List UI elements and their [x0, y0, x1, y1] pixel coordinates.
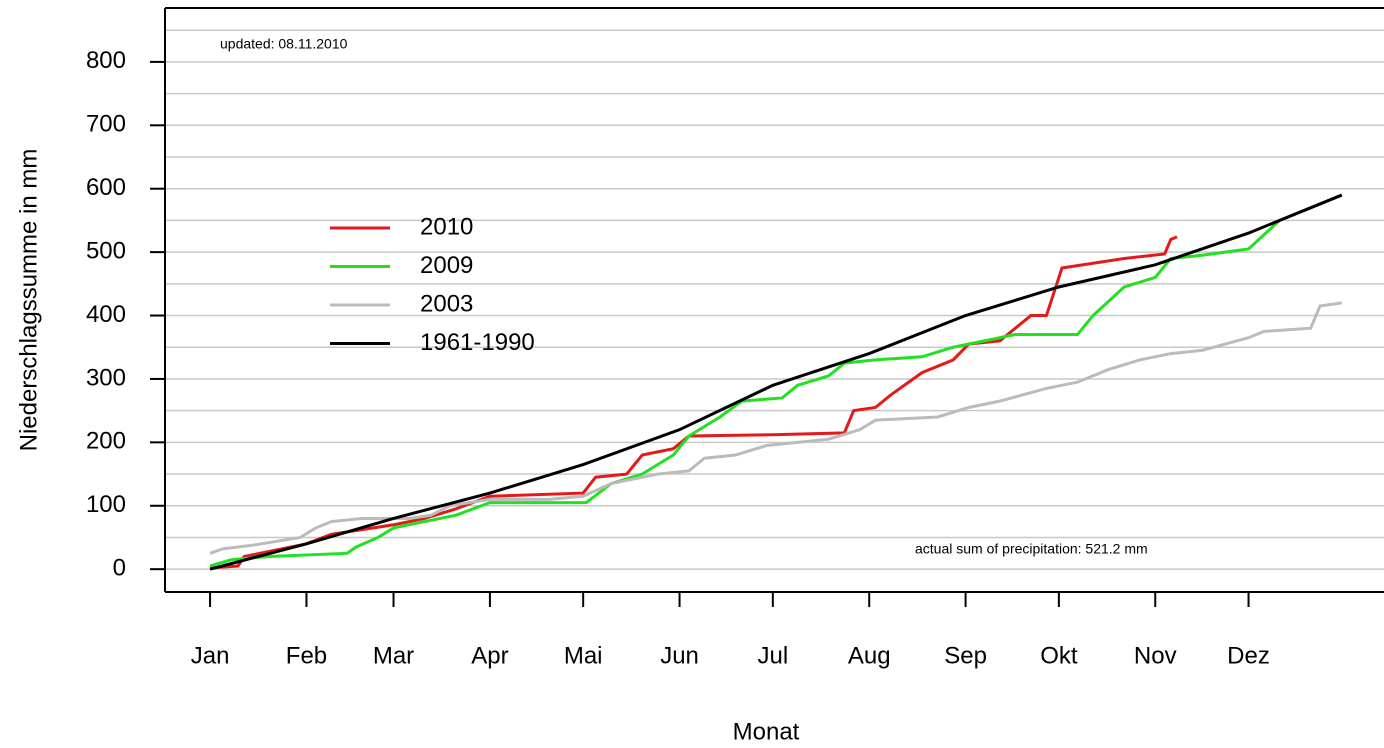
x-tick-label: Dez — [1227, 642, 1270, 669]
x-tick-label: Okt — [1040, 642, 1078, 669]
legend-label: 2010 — [420, 213, 473, 240]
x-tick-label: Feb — [286, 642, 327, 669]
data-line — [209, 301, 1343, 555]
annotation: updated: 08.11.2010 — [220, 36, 348, 52]
y-tick-label: 500 — [86, 237, 126, 264]
annotation: actual sum of precipitation: 521.2 mm — [915, 541, 1148, 557]
x-tick-label: Sep — [944, 642, 987, 669]
y-tick-label: 100 — [86, 491, 126, 518]
y-tick-label: 300 — [86, 364, 126, 391]
y-tick-label: 800 — [86, 47, 126, 74]
legend-label: 1961-1990 — [420, 329, 535, 356]
x-tick-label: Mar — [373, 642, 414, 669]
x-tick-label: Nov — [1134, 642, 1177, 669]
y-axis-label: Niederschlagssumme in mm — [15, 149, 42, 452]
x-tick-label: Jun — [660, 642, 699, 669]
x-tick-label: Apr — [471, 642, 508, 669]
x-tick-label: Aug — [848, 642, 891, 669]
data-line — [209, 193, 1343, 571]
x-tick-label: Jul — [757, 642, 788, 669]
y-tick-label: 600 — [86, 174, 126, 201]
y-tick-label: 200 — [86, 428, 126, 455]
x-axis-label: Monat — [733, 718, 800, 745]
x-tick-label: Mai — [564, 642, 603, 669]
legend-label: 2009 — [420, 252, 473, 279]
data-line — [209, 193, 1343, 568]
x-tick-label: Jan — [191, 642, 230, 669]
y-tick-label: 0 — [113, 555, 126, 582]
y-tick-label: 400 — [86, 301, 126, 328]
y-tick-label: 700 — [86, 111, 126, 138]
legend-label: 2003 — [420, 290, 473, 317]
data-line — [209, 235, 1178, 570]
